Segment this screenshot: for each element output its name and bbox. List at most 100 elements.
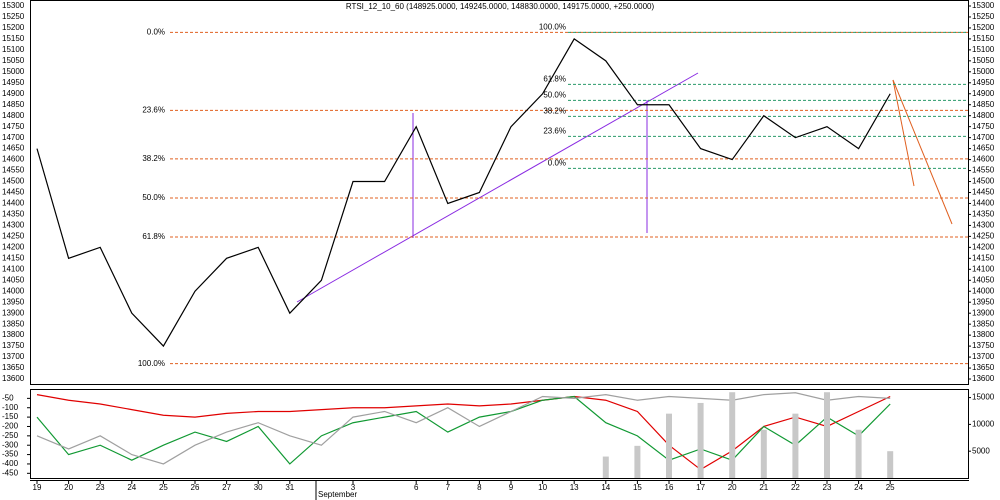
indicator-line bbox=[36, 392, 891, 465]
y-tick-label: 14750 bbox=[972, 122, 995, 131]
y-tick-label: -50 bbox=[2, 393, 14, 402]
x-tick-label: 24 bbox=[854, 483, 863, 492]
y-tick-label: -100 bbox=[2, 403, 19, 412]
y-tick-label: 14700 bbox=[972, 133, 995, 142]
y-tick-label: 14850 bbox=[2, 100, 25, 109]
y-tick-label: 13800 bbox=[2, 330, 25, 339]
y-tick-label: 14800 bbox=[2, 111, 25, 120]
y-tick-label: 14350 bbox=[2, 210, 25, 219]
y-tick-label: 13750 bbox=[972, 341, 995, 350]
volume-bar bbox=[666, 413, 672, 478]
x-tick-label: 15 bbox=[633, 483, 642, 492]
x-tick-label: 23 bbox=[823, 483, 832, 492]
y-tick-label: 14950 bbox=[972, 78, 995, 87]
x-tick-label: 10 bbox=[538, 483, 547, 492]
y-tick-label: 15100 bbox=[2, 45, 25, 54]
volume-bar bbox=[887, 451, 894, 478]
y-tick-label: 14700 bbox=[2, 133, 25, 142]
indicator-line bbox=[36, 395, 891, 465]
y-tick-label: -450 bbox=[2, 468, 19, 477]
y2-tick-label: 15000 bbox=[972, 393, 995, 402]
x-tick-label: 22 bbox=[791, 483, 800, 492]
x-tick-label: 13 bbox=[570, 483, 579, 492]
y-tick-label: 14250 bbox=[972, 231, 995, 240]
x-tick-label: 21 bbox=[759, 483, 768, 492]
y-tick-label: 13600 bbox=[972, 374, 995, 383]
fib-label: 38.2% bbox=[142, 154, 165, 163]
y-tick-label: 15200 bbox=[2, 23, 25, 32]
fib-label: 100.0% bbox=[539, 22, 566, 31]
volume-bar bbox=[634, 445, 641, 478]
y-tick-label: 14600 bbox=[972, 155, 995, 164]
y-tick-label: -350 bbox=[2, 450, 19, 459]
fib-label: 23.6% bbox=[142, 106, 165, 115]
x-tick-label: 23 bbox=[96, 483, 105, 492]
volume-bar bbox=[602, 456, 609, 478]
y-tick-label: 15100 bbox=[972, 45, 995, 54]
y-tick-label: 14950 bbox=[2, 78, 25, 87]
y-tick-label: 15150 bbox=[2, 34, 25, 43]
y-tick-label: 15050 bbox=[2, 56, 25, 65]
x-tick-label: 25 bbox=[886, 483, 895, 492]
fib-label: 61.8% bbox=[543, 74, 566, 83]
y-tick-label: 14350 bbox=[972, 210, 995, 219]
y-tick-label: 15300 bbox=[2, 1, 25, 10]
y-tick-label: 14550 bbox=[2, 166, 25, 175]
price-line bbox=[36, 38, 891, 348]
indicator-frame bbox=[30, 389, 969, 479]
y-tick-label: 14000 bbox=[2, 286, 25, 295]
y-tick-label: 14150 bbox=[2, 253, 25, 262]
y-tick-label: 14100 bbox=[972, 264, 995, 273]
y-tick-label: 14250 bbox=[2, 231, 25, 240]
y-tick-label: 14150 bbox=[972, 253, 995, 262]
x-tick-label: 17 bbox=[696, 483, 705, 492]
volume-bar bbox=[760, 429, 767, 478]
y-tick-label: 14050 bbox=[2, 275, 25, 284]
volume-bar bbox=[855, 429, 862, 478]
fib-label: 61.8% bbox=[142, 232, 165, 241]
y-tick-label: 13900 bbox=[972, 308, 995, 317]
y-tick-label: 15000 bbox=[972, 67, 995, 76]
volume-bar bbox=[729, 392, 736, 478]
fib-label: 50.0% bbox=[142, 193, 165, 202]
indicator-line bbox=[36, 394, 891, 471]
volume-bar bbox=[792, 413, 799, 478]
y-tick-label: 14400 bbox=[2, 199, 25, 208]
x-tick-label: 26 bbox=[191, 483, 200, 492]
y-tick-label: 14500 bbox=[2, 177, 25, 186]
y-tick-label: 13950 bbox=[2, 297, 25, 306]
x-tick-label: 31 bbox=[285, 483, 294, 492]
y-tick-label: 13850 bbox=[972, 319, 995, 328]
y-tick-label: 14300 bbox=[2, 221, 25, 230]
y-tick-label: 13700 bbox=[2, 352, 25, 361]
volume-bar bbox=[824, 392, 830, 478]
y-tick-label: -150 bbox=[2, 412, 19, 421]
x-tick-label: 8 bbox=[477, 483, 482, 492]
y-tick-label: 14000 bbox=[972, 286, 995, 295]
y-tick-label: 14450 bbox=[2, 188, 25, 197]
volume-bar bbox=[697, 402, 704, 478]
y-tick-label: 14400 bbox=[972, 199, 995, 208]
x-tick-label: 6 bbox=[414, 483, 419, 492]
y-tick-label: 13700 bbox=[972, 352, 995, 361]
y-tick-label: 13600 bbox=[2, 374, 25, 383]
x-tick-label: 25 bbox=[159, 483, 168, 492]
y-tick-label: 13900 bbox=[2, 308, 25, 317]
x-tick-label: 3 bbox=[351, 483, 356, 492]
x-tick-label: 14 bbox=[601, 483, 610, 492]
y-tick-label: 14550 bbox=[972, 166, 995, 175]
fib-label: 23.6% bbox=[543, 126, 566, 135]
y-tick-label: 15150 bbox=[972, 34, 995, 43]
y-tick-label: -200 bbox=[2, 422, 19, 431]
fib-label: 0.0% bbox=[147, 27, 165, 36]
x-tick-label: 9 bbox=[509, 483, 514, 492]
x-tick-label: 16 bbox=[665, 483, 674, 492]
x-tick-label: 27 bbox=[222, 483, 231, 492]
y2-tick-label: 10000 bbox=[972, 419, 995, 428]
y-tick-label: 13650 bbox=[2, 363, 25, 372]
y-tick-label: 15300 bbox=[972, 1, 995, 10]
y-tick-label: 14600 bbox=[2, 155, 25, 164]
y-tick-label: 13650 bbox=[972, 363, 995, 372]
x-tick-label: 20 bbox=[64, 483, 73, 492]
